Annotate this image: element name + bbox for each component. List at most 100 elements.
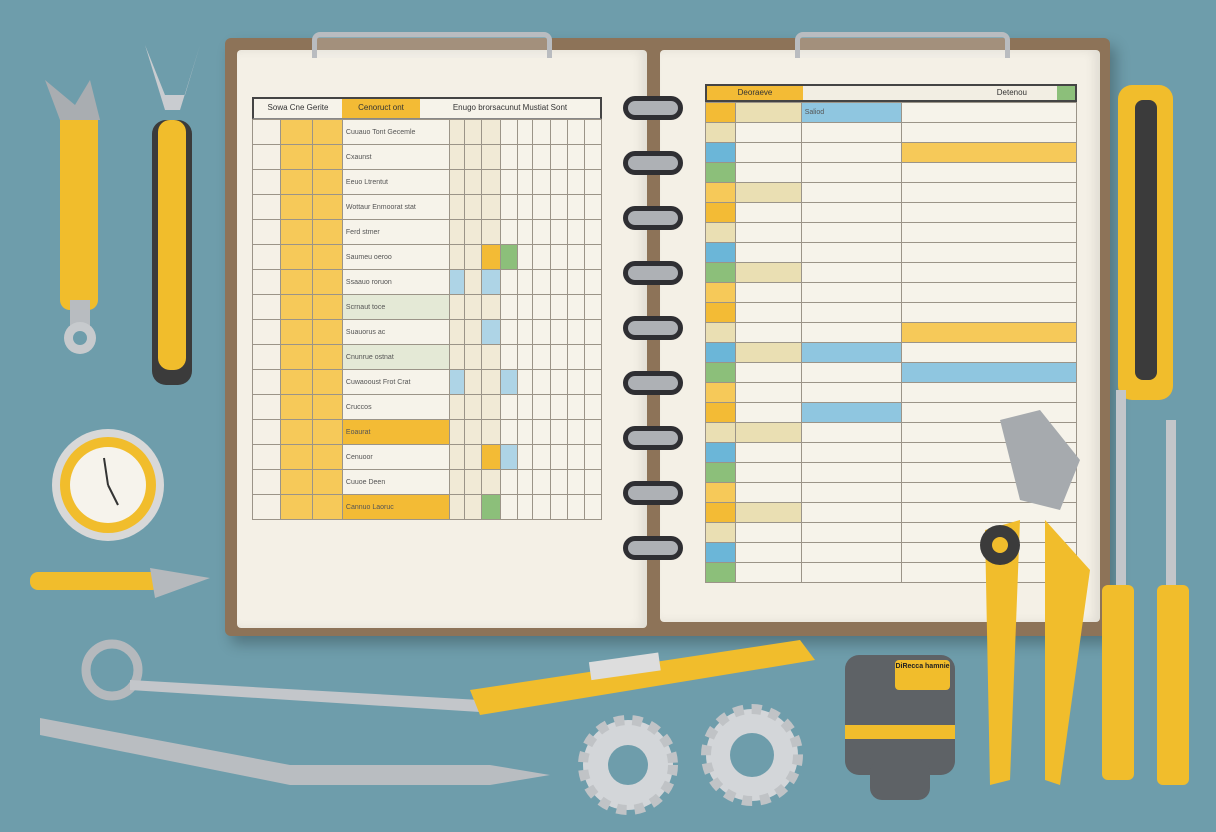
table-cell [463,494,483,520]
binder-ring [623,206,683,230]
table-cell [517,394,534,420]
table-cell [517,144,534,170]
table-cell [705,422,736,443]
table-cell: Eeuo Ltrentut [341,169,450,195]
table-cell [500,469,519,495]
table-cell [532,394,551,420]
binder-ring [623,481,683,505]
table-cell [463,344,483,370]
gear-icon [701,704,803,806]
table-row: Cnunrue ostnat [252,344,603,370]
table-cell [566,469,585,495]
table-cell [448,419,465,445]
table-cell [279,119,313,145]
table-cell [566,119,585,145]
table-cell [481,169,502,195]
table-cell [800,282,902,303]
table-cell [500,369,519,395]
table-cell [500,394,519,420]
long-wrench-icon [81,639,815,715]
table-cell [500,144,519,170]
table-cell [252,394,281,420]
table-cell: Wottaur Enmoorat stat [341,194,450,220]
table-cell: Ssaauo roruon [341,269,450,295]
table-row: Wottaur Enmoorat stat [252,194,603,220]
table-cell [311,269,343,295]
table-cell [800,562,902,583]
table-cell [705,482,736,503]
table-cell [311,119,343,145]
table-cell [800,402,902,423]
table-cell [311,294,343,320]
table-cell [705,522,736,543]
table-cell: Saliod [800,102,902,123]
table-cell [311,469,343,495]
table-cell [448,169,465,195]
table-cell [549,444,568,470]
table-cell [549,319,568,345]
table-cell [705,362,736,383]
big-pliers-icon [980,410,1090,785]
table-cell [279,244,313,270]
table-cell [481,444,502,470]
table-row: Suauorus ac [252,319,603,345]
tape-measure-icon [845,655,955,800]
table-cell [549,119,568,145]
table-cell [900,262,1077,283]
table-cell [583,494,603,520]
table-row [705,322,1077,343]
table-cell [252,244,281,270]
table-cell: Scrnaut toce [341,294,450,320]
header-cell: Sowa Cne Gerite [267,103,329,112]
table-cell [448,269,465,295]
table-cell [549,419,568,445]
table-cell [279,444,313,470]
table-cell [734,342,802,363]
table-cell [252,219,281,245]
table-row: Saliod [705,102,1077,123]
table-cell [583,319,603,345]
table-cell [800,502,902,523]
table-row [705,262,1077,283]
gauge-icon [52,429,164,541]
table-cell [500,494,519,520]
table-cell [800,382,902,403]
table-cell [800,242,902,263]
table-cell: Cnunrue ostnat [341,344,450,370]
table-cell [734,562,802,583]
table-cell [800,362,902,383]
table-cell: Cuwaooust Frot Crat [341,369,450,395]
table-cell [900,102,1077,123]
table-cell [252,144,281,170]
screwdriver-icon [1157,420,1189,785]
table-cell [549,194,568,220]
table-row [705,182,1077,203]
clip-left [312,32,552,58]
table-cell [734,182,802,203]
table-row [705,142,1077,163]
table-cell [279,369,313,395]
table-cell [481,344,502,370]
right-schedule-table: Saliod [705,102,1077,583]
cutter-tool-icon [30,568,210,598]
table-cell [448,219,465,245]
screwdriver-icon [1102,390,1134,780]
table-cell [500,419,519,445]
table-cell [463,269,483,295]
table-cell [311,419,343,445]
table-cell [800,522,902,543]
table-cell [532,294,551,320]
table-cell [448,494,465,520]
table-cell [583,394,603,420]
table-cell [734,462,802,483]
table-row [705,522,1077,543]
table-cell [279,169,313,195]
table-cell [705,562,736,583]
table-cell [481,294,502,320]
table-cell [800,542,902,563]
table-cell: Cuuoe Deen [341,469,450,495]
table-cell [517,294,534,320]
table-cell [463,244,483,270]
screwdriver-long-icon [40,718,550,785]
gear-icon [578,715,678,815]
